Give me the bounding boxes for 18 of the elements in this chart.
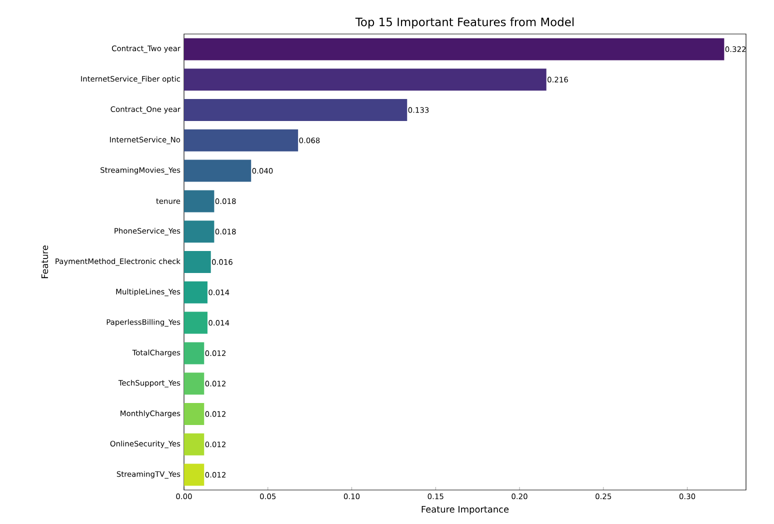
x-axis-title: Feature Importance (422, 506, 509, 514)
bar (184, 251, 211, 274)
bar (184, 342, 204, 364)
bar (184, 220, 214, 243)
chart-title: Top 15 Important Features from Model (355, 17, 574, 28)
bar (184, 190, 214, 212)
bar (184, 38, 724, 60)
bar (184, 281, 208, 304)
y-axis-title: Feature (41, 246, 48, 278)
bar (184, 68, 546, 91)
bar (184, 160, 252, 182)
bar (184, 464, 204, 486)
bar (184, 403, 204, 426)
bar (184, 433, 204, 456)
bar (184, 372, 204, 395)
bar (184, 99, 408, 121)
bar (184, 312, 208, 334)
bar (184, 129, 298, 152)
